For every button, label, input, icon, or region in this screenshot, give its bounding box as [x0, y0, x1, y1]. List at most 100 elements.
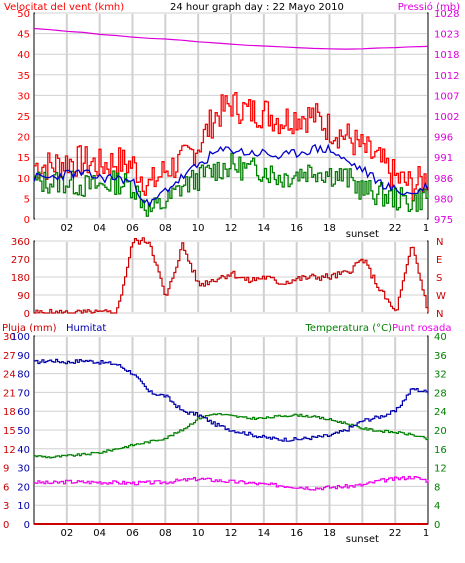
humidity-tick-label: 60 [17, 407, 30, 418]
rain-tick-label: 0 [3, 520, 9, 531]
rain-tick-label: 27 [3, 351, 16, 362]
humidity-tick-label: 30 [17, 464, 30, 475]
pressure-tick-label: 991 [434, 153, 453, 164]
humidity-tick-label: 90 [17, 351, 30, 362]
wind-tick-label: 45 [17, 30, 30, 41]
wind-tick-label: 5 [24, 194, 30, 205]
series-humidity [34, 358, 429, 442]
wind-tick-label: 15 [17, 153, 30, 164]
temperature-tick-label: 32 [434, 370, 447, 381]
pressure-axis-label: Pressió (mb) [398, 1, 460, 13]
rain-axis-label: Pluja (mm) [2, 323, 57, 334]
wind-tick-label: 30 [17, 91, 30, 102]
rain-tick-label: 3 [3, 501, 9, 512]
x-tick-label: 02 [60, 223, 73, 234]
x-tick-label: sunset [346, 229, 379, 240]
x-tick-label: 22 [389, 223, 402, 234]
series-wind-green [34, 152, 429, 217]
wind-tick-label: 35 [17, 71, 30, 82]
pressure-tick-label: 1028 [434, 9, 459, 20]
wind-tick-label: 50 [17, 9, 30, 20]
pressure-tick-label: 975 [434, 215, 453, 226]
humidity-tick-label: 70 [17, 388, 30, 399]
series-wind-direction [34, 237, 429, 314]
x-tick-label: 10 [192, 223, 205, 234]
pressure-tick-label: 980 [434, 194, 453, 205]
x-tick-label: 22 [389, 528, 402, 539]
rain-tick-label: 24 [3, 370, 16, 381]
compass-label: W [436, 291, 446, 302]
x-tick-label: 06 [126, 223, 139, 234]
temperature-tick-label: 0 [434, 520, 440, 531]
pressure-tick-label: 996 [434, 133, 453, 144]
series-dewpoint [34, 475, 429, 491]
temperature-tick-label: 24 [434, 407, 447, 418]
wind-tick-label: 10 [17, 174, 30, 185]
series-temperature [34, 413, 429, 459]
x-tick-label: sunset [346, 534, 379, 545]
rain-tick-label: 6 [3, 482, 9, 493]
compass-label: S [436, 273, 442, 284]
wind-tick-label: 20 [17, 133, 30, 144]
x-tick-label: 10 [192, 528, 205, 539]
x-tick-label: 1 [423, 223, 429, 234]
compass-label: N [436, 237, 443, 248]
series-wind-average [33, 143, 429, 208]
rain-tick-label: 15 [3, 426, 16, 437]
x-tick-label: 06 [126, 528, 139, 539]
x-tick-label: 18 [323, 528, 336, 539]
temperature-tick-label: 20 [434, 426, 447, 437]
x-tick-label: 16 [290, 223, 303, 234]
humidity-tick-label: 20 [17, 482, 30, 493]
x-tick-label: 16 [290, 528, 303, 539]
pressure-tick-label: 1018 [434, 50, 459, 61]
direction-tick-label: 180 [11, 273, 30, 284]
series-wind-gust [34, 91, 429, 202]
direction-tick-label: 0 [24, 309, 30, 320]
pressure-tick-label: 986 [434, 174, 453, 185]
wind-tick-label: 40 [17, 50, 30, 61]
x-tick-label: 1 [423, 528, 429, 539]
humidity-tick-label: 40 [17, 445, 30, 456]
compass-label: N [436, 309, 443, 320]
x-tick-label: 18 [323, 223, 336, 234]
direction-tick-label: 90 [17, 291, 30, 302]
compass-label: E [436, 255, 442, 266]
chart-title: 24 hour graph day : 22 Mayo 2010 [170, 2, 344, 13]
pressure-tick-label: 1002 [434, 112, 459, 123]
x-tick-label: 12 [225, 223, 238, 234]
rain-tick-label: 30 [3, 332, 16, 343]
humidity-tick-label: 50 [17, 426, 30, 437]
wind-tick-label: 25 [17, 112, 30, 123]
temperature-axis-label: Temperatura (°C) [304, 323, 392, 334]
temperature-tick-label: 36 [434, 351, 447, 362]
x-tick-label: 04 [93, 223, 106, 234]
temperature-tick-label: 28 [434, 388, 447, 399]
series-pressure [33, 27, 429, 50]
temperature-tick-label: 12 [434, 464, 447, 475]
temperature-tick-label: 40 [434, 332, 447, 343]
x-tick-label: 14 [257, 528, 270, 539]
direction-tick-label: 360 [11, 237, 30, 248]
x-tick-label: 12 [225, 528, 238, 539]
wind-speed-axis-label: Velocitat del vent (kmh) [4, 2, 124, 13]
humidity-tick-label: 100 [11, 332, 30, 343]
wind-tick-label: 0 [24, 215, 30, 226]
temperature-tick-label: 16 [434, 445, 447, 456]
x-tick-label: 08 [159, 223, 172, 234]
pressure-tick-label: 1007 [434, 91, 459, 102]
humidity-tick-label: 10 [17, 501, 30, 512]
humidity-tick-label: 0 [24, 520, 30, 531]
temperature-tick-label: 8 [434, 482, 440, 493]
rain-tick-label: 18 [3, 407, 16, 418]
x-tick-label: 04 [93, 528, 106, 539]
temperature-tick-label: 4 [434, 501, 440, 512]
x-tick-label: 14 [257, 223, 270, 234]
rain-tick-label: 12 [3, 445, 16, 456]
pressure-tick-label: 1023 [434, 30, 459, 41]
humidity-axis-label: Humitat [66, 323, 106, 334]
rain-tick-label: 9 [3, 464, 9, 475]
x-tick-label: 02 [60, 528, 73, 539]
